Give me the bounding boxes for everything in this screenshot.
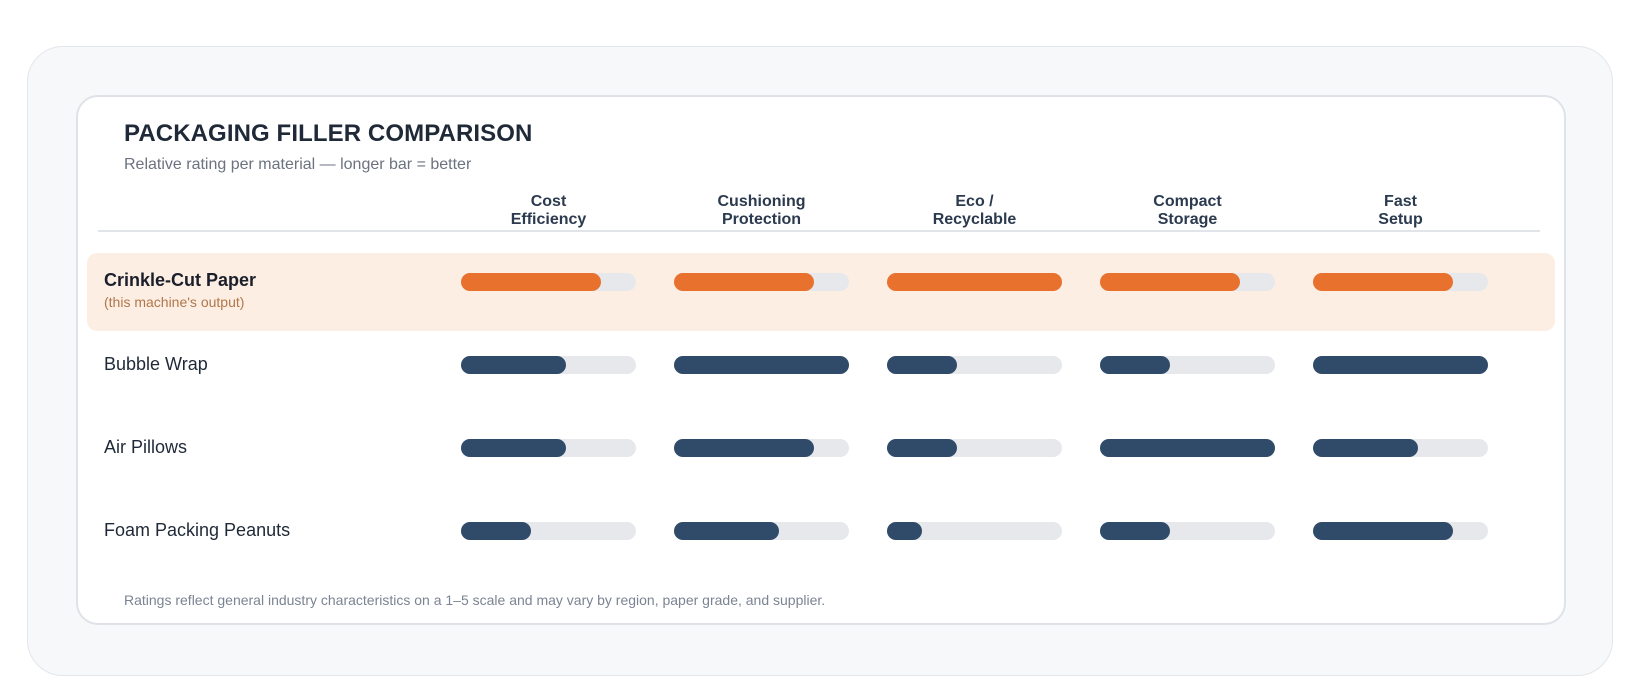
bar-track (887, 356, 1062, 374)
bar-track (674, 439, 849, 457)
bar-fill (1100, 356, 1170, 374)
bar-fill (674, 356, 849, 374)
bar-fill (1313, 439, 1418, 457)
bar-track (461, 522, 636, 540)
bar-fill (1313, 356, 1488, 374)
bar-track (461, 273, 636, 291)
column-header: Fast Setup (1313, 193, 1489, 229)
bar-track (1100, 356, 1275, 374)
bar-fill (461, 356, 566, 374)
row-label: Air Pillows (104, 437, 188, 457)
bar-track (887, 522, 1062, 540)
bar-fill (887, 273, 1062, 291)
bar-track (1313, 439, 1488, 457)
bar-fill (887, 439, 957, 457)
column-header-line2: Setup (1378, 211, 1423, 228)
bar-fill (674, 439, 814, 457)
column-header-line1: Compact (1153, 193, 1222, 210)
bar-fill (674, 273, 814, 291)
row-sublabel: (this machine's output) (104, 294, 245, 310)
bar-track (674, 273, 849, 291)
bar-track (1100, 522, 1275, 540)
bar-track (1313, 356, 1488, 374)
chart-title: PACKAGING FILLER COMPARISON (124, 120, 533, 147)
bar-fill (461, 439, 566, 457)
bar-fill (1100, 273, 1240, 291)
highlight-row-background (87, 253, 1555, 331)
bar-fill (674, 522, 779, 540)
bar-track (674, 356, 849, 374)
column-header-line1: Fast (1384, 193, 1417, 210)
bar-track (1313, 522, 1488, 540)
column-header-line1: Cost (530, 193, 567, 210)
bar-track (887, 273, 1062, 291)
bar-track (1313, 273, 1488, 291)
header-divider (98, 230, 1540, 232)
column-header-line1: Eco / (955, 193, 994, 210)
column-header: Eco / Recyclable (887, 193, 1063, 229)
column-header-line2: Recyclable (932, 211, 1017, 228)
column-header: Cost Efficiency (461, 193, 637, 229)
bar-track (674, 522, 849, 540)
bar-track (461, 356, 636, 374)
row-label: Bubble Wrap (104, 354, 208, 374)
chart-footnote: Ratings reflect general industry charact… (124, 592, 826, 608)
bar-track (1100, 273, 1275, 291)
column-header: Compact Storage (1100, 193, 1276, 229)
column-header-line2: Storage (1157, 211, 1218, 228)
chart-subtitle: Relative rating per material — longer ba… (124, 156, 472, 173)
row-label: Crinkle-Cut Paper (104, 270, 257, 290)
bar-fill (887, 522, 922, 540)
column-header-line2: Efficiency (510, 211, 587, 228)
bar-fill (1313, 273, 1453, 291)
bar-track (887, 439, 1062, 457)
bar-fill (1313, 522, 1453, 540)
column-header-line2: Protection (721, 211, 802, 228)
bar-track (1100, 439, 1275, 457)
column-header: Cushioning Protection (674, 193, 850, 229)
bar-fill (1100, 522, 1170, 540)
bar-fill (887, 356, 957, 374)
bar-fill (461, 522, 531, 540)
column-header-line1: Cushioning (717, 193, 806, 210)
bar-fill (461, 273, 601, 291)
bar-track (461, 439, 636, 457)
row-label: Foam Packing Peanuts (104, 520, 291, 540)
bar-fill (1100, 439, 1275, 457)
